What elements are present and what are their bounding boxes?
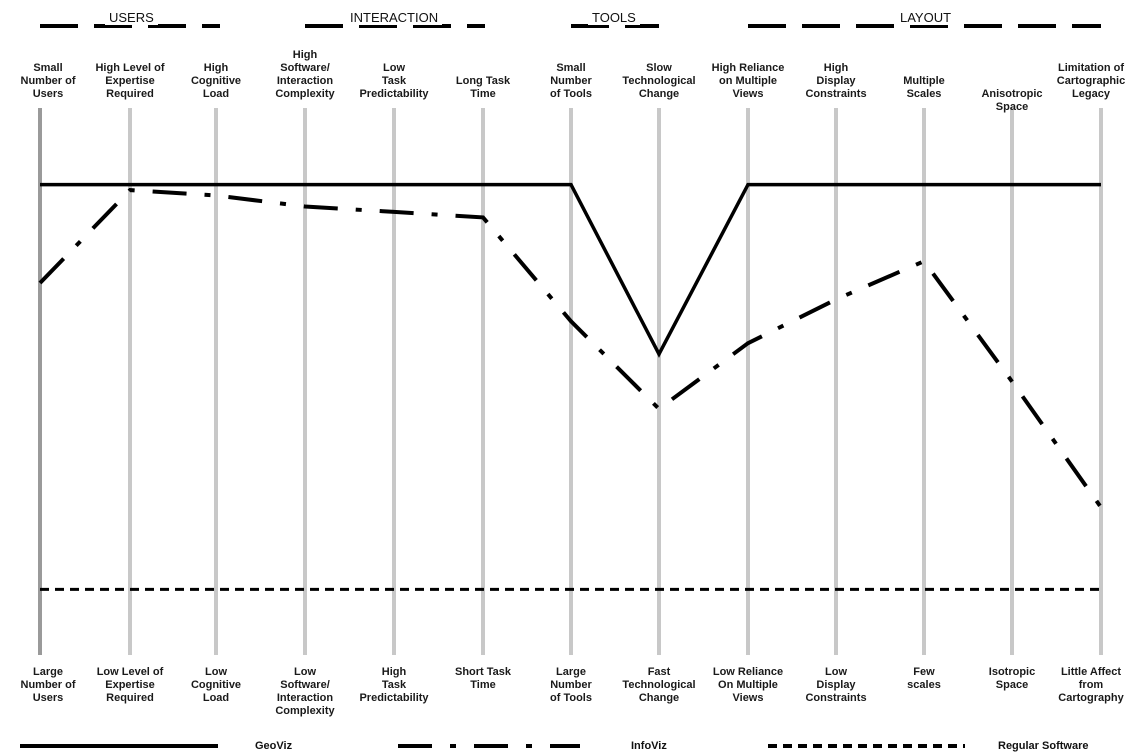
axis-top-label: Long Task Time bbox=[455, 75, 511, 100]
axis-bottom-label: Few scales bbox=[907, 666, 941, 691]
axis-bottom-label: Low Display Constraints bbox=[805, 666, 867, 704]
series-line-infoviz bbox=[38, 188, 1103, 509]
axis-bottom-label: Isotropic Space bbox=[988, 666, 1036, 691]
group-title: USERS bbox=[105, 10, 158, 25]
axis-bottom-label: Large Number of Users bbox=[20, 666, 76, 704]
axis-top-label: High Reliance on Multiple Views bbox=[711, 62, 785, 100]
axis-bottom-label: Low Software/ Interaction Complexity bbox=[275, 666, 335, 717]
axis-bottom-label: Low Reliance On Multiple Views bbox=[712, 666, 784, 704]
legend-label: InfoViz bbox=[631, 740, 667, 752]
axis-top-label: Low Task Predictability bbox=[359, 62, 429, 100]
group-title: LAYOUT bbox=[896, 10, 956, 25]
legend-label: GeoViz bbox=[255, 740, 293, 752]
axis-bottom-label: High Task Predictability bbox=[359, 666, 429, 704]
group-title: INTERACTION bbox=[346, 10, 443, 25]
axis-bottom-label: Fast Technological Change bbox=[622, 666, 696, 704]
axis-top-label: High Level of Expertise Required bbox=[95, 62, 165, 100]
group-title: TOOLS bbox=[588, 10, 640, 25]
axis-bottom-label: Low Level of Expertise Required bbox=[96, 666, 164, 704]
axis-top-label: Small Number of Tools bbox=[550, 62, 592, 100]
axis-bottom-label: Little Affect from Cartography bbox=[1058, 666, 1124, 704]
axis-bottom-label: Low Cognitive Load bbox=[190, 666, 242, 704]
axis-top-label: High Software/ Interaction Complexity bbox=[275, 49, 335, 100]
axis-bottom-label: Short Task Time bbox=[454, 666, 512, 691]
axis-bottom-label: Large Number of Tools bbox=[550, 666, 592, 704]
axis-top-label: High Cognitive Load bbox=[190, 62, 242, 100]
axis-top-label: Slow Technological Change bbox=[622, 62, 696, 100]
axis-top-label: Limitation of Cartographic Legacy bbox=[1056, 62, 1126, 100]
legend-label: Regular Software bbox=[998, 740, 1089, 752]
series-line-geoviz bbox=[40, 182, 1101, 358]
axis-top-label: Anisotropic Space bbox=[981, 88, 1043, 113]
axis-top-label: Multiple Scales bbox=[903, 75, 945, 100]
axis-top-label: High Display Constraints bbox=[805, 62, 867, 100]
axis-top-label: Small Number of Users bbox=[20, 62, 76, 100]
